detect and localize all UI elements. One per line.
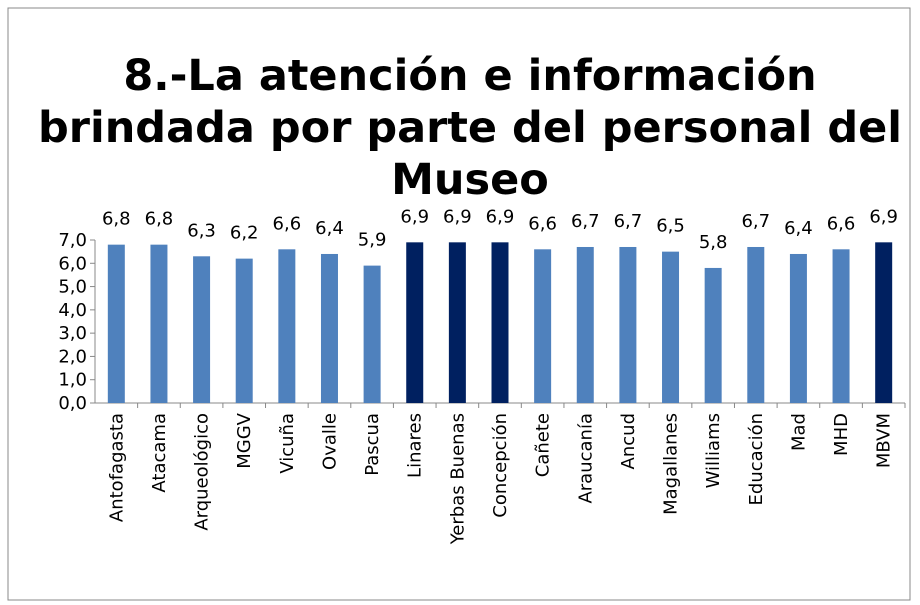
bar [576,246,594,403]
value-label: 6,5 [656,216,685,237]
x-tick-label: Ovalle [319,413,340,470]
value-label: 6,9 [443,206,472,227]
value-label: 6,2 [230,223,259,244]
chart-title: brindada por parte del personal del [38,103,902,153]
value-label: 5,8 [699,232,728,253]
x-tick-label: Pascua [362,413,383,476]
value-label: 6,6 [528,213,557,234]
value-label: 6,7 [741,211,770,232]
x-tick-label: MBVM [874,413,895,468]
bar [704,267,722,403]
value-label: 6,9 [400,206,429,227]
value-label: 6,6 [273,213,302,234]
x-tick-label: Concepción [490,413,511,518]
bar [662,251,680,403]
value-label: 6,4 [315,218,344,239]
x-tick-label: Yerbas Buenas [447,413,468,545]
value-label: 6,8 [102,209,131,230]
value-label: 6,9 [486,206,515,227]
x-tick-label: Ancud [618,413,639,469]
x-tick-label: Linares [405,413,426,478]
x-tick-label: MGGV [234,412,255,468]
y-tick-label: 1,0 [58,370,87,391]
value-label: 6,7 [571,211,600,232]
bar [363,265,381,403]
y-tick-label: 2,0 [58,346,87,367]
x-tick-label: Arqueológico [192,413,213,531]
x-tick-label: Mad [788,413,809,451]
x-tick-label: Antofagasta [106,413,127,522]
bar [534,249,552,403]
x-tick-label: Educación [746,413,767,505]
value-label: 6,6 [827,213,856,234]
value-label: 5,9 [358,230,387,251]
chart-title: 8.-La atención e información [123,51,816,101]
y-tick-label: 0,0 [58,393,87,414]
bar [789,253,807,403]
bar [320,253,338,403]
value-label: 6,9 [869,206,898,227]
x-tick-label: Magallanes [661,413,682,515]
bar [107,244,125,403]
bar [448,242,466,403]
y-tick-label: 7,0 [58,230,87,251]
value-label: 6,8 [145,209,174,230]
bar [747,246,765,403]
bar [150,244,168,403]
value-label: 6,4 [784,218,813,239]
x-tick-label: Atacama [149,413,170,493]
bar [875,242,893,403]
chart-title: Museo [391,155,549,205]
bar [406,242,424,403]
bar [193,256,211,403]
bar [619,246,637,403]
bar [491,242,509,403]
value-label: 6,3 [187,220,216,241]
x-tick-label: MHD [831,413,852,456]
x-tick-label: Cañete [533,413,554,477]
y-tick-label: 3,0 [58,323,87,344]
bar [235,258,253,403]
x-tick-label: Williams [703,413,724,488]
bar [278,249,296,403]
y-tick-label: 6,0 [58,253,87,274]
y-tick-label: 5,0 [58,277,87,298]
x-tick-label: Araucanía [575,413,596,504]
value-label: 6,7 [614,211,643,232]
bar [832,249,850,403]
x-tick-label: Vicuña [277,413,298,474]
y-tick-label: 4,0 [58,300,87,321]
